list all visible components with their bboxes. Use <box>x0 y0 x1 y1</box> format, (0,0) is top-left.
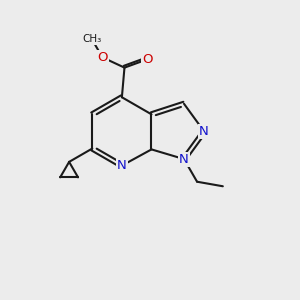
Text: N: N <box>117 159 127 172</box>
Text: O: O <box>97 51 108 64</box>
Text: CH₃: CH₃ <box>82 34 101 44</box>
Text: N: N <box>199 125 209 138</box>
Text: O: O <box>142 53 153 66</box>
Text: N: N <box>179 153 189 166</box>
